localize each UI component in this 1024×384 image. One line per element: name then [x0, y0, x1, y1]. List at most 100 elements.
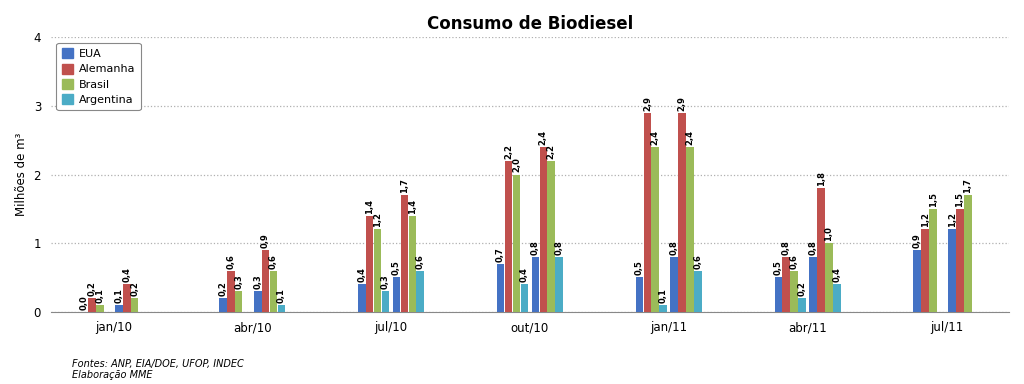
Text: 1,4: 1,4	[366, 199, 374, 214]
Bar	[382, 291, 389, 312]
Text: 2,2: 2,2	[504, 144, 513, 159]
Text: 2,9: 2,9	[678, 96, 687, 111]
Bar	[400, 195, 409, 312]
Text: 0,4: 0,4	[122, 267, 131, 282]
Legend: EUA, Alemanha, Brasil, Argentina: EUA, Alemanha, Brasil, Argentina	[56, 43, 140, 111]
Text: 0,2: 0,2	[218, 281, 227, 296]
Text: 0,3: 0,3	[234, 274, 243, 289]
Bar	[913, 250, 921, 312]
Bar	[922, 229, 929, 312]
Text: 0,6: 0,6	[226, 253, 236, 268]
Bar	[531, 257, 540, 312]
Text: 0,9: 0,9	[261, 233, 270, 248]
Text: 0,6: 0,6	[790, 253, 799, 268]
Text: 0,6: 0,6	[693, 253, 702, 268]
Bar	[651, 147, 659, 312]
Text: 0,6: 0,6	[269, 253, 279, 268]
Text: 0,1: 0,1	[95, 288, 104, 303]
Bar	[234, 291, 243, 312]
Bar	[929, 209, 937, 312]
Text: 2,0: 2,0	[512, 157, 521, 172]
Bar	[513, 174, 520, 312]
Text: 0,0: 0,0	[80, 295, 88, 310]
Bar	[366, 216, 374, 312]
Text: 1,5: 1,5	[955, 192, 965, 207]
Text: 2,2: 2,2	[547, 144, 556, 159]
Text: 0,2: 0,2	[798, 281, 807, 296]
Bar	[643, 113, 651, 312]
Text: 0,7: 0,7	[496, 247, 505, 262]
Text: 0,8: 0,8	[781, 240, 791, 255]
Bar	[964, 195, 972, 312]
Title: Consumo de Biodiesel: Consumo de Biodiesel	[427, 15, 633, 33]
Bar	[269, 271, 278, 312]
Bar	[948, 229, 955, 312]
Bar	[782, 257, 791, 312]
Text: 0,5: 0,5	[774, 260, 782, 275]
Bar	[659, 305, 667, 312]
Bar	[548, 161, 555, 312]
Text: 0,5: 0,5	[635, 260, 644, 275]
Bar	[825, 243, 833, 312]
Text: 2,4: 2,4	[651, 130, 659, 145]
Text: 1,2: 1,2	[947, 212, 956, 227]
Text: 0,1: 0,1	[276, 288, 286, 303]
Bar	[374, 229, 381, 312]
Bar	[817, 188, 825, 312]
Bar	[505, 161, 512, 312]
Bar	[679, 113, 686, 312]
Text: 0,6: 0,6	[416, 253, 425, 268]
Text: 0,4: 0,4	[357, 267, 367, 282]
Text: 1,5: 1,5	[929, 192, 938, 207]
Text: 1,0: 1,0	[824, 226, 834, 241]
Bar	[555, 257, 563, 312]
Bar	[417, 271, 424, 312]
Text: 0,8: 0,8	[555, 240, 563, 255]
Bar	[393, 277, 400, 312]
Text: 2,4: 2,4	[539, 130, 548, 145]
Bar	[219, 298, 226, 312]
Bar	[694, 271, 701, 312]
Bar	[115, 305, 123, 312]
Bar	[262, 250, 269, 312]
Text: 1,7: 1,7	[400, 178, 409, 193]
Bar	[278, 305, 286, 312]
Text: 1,2: 1,2	[373, 212, 382, 227]
Bar	[96, 305, 103, 312]
Text: 1,7: 1,7	[964, 178, 973, 193]
Bar	[799, 298, 806, 312]
Bar	[540, 147, 547, 312]
Bar	[131, 298, 138, 312]
Bar	[809, 257, 817, 312]
Text: 0,3: 0,3	[381, 274, 390, 289]
Text: 1,8: 1,8	[816, 171, 825, 186]
Text: 0,1: 0,1	[658, 288, 668, 303]
Text: 1,4: 1,4	[408, 199, 417, 214]
Text: 0,2: 0,2	[130, 281, 139, 296]
Bar	[88, 298, 95, 312]
Bar	[671, 257, 678, 312]
Text: 0,5: 0,5	[392, 260, 401, 275]
Text: 2,4: 2,4	[686, 130, 694, 145]
Text: 0,4: 0,4	[833, 267, 842, 282]
Bar	[636, 277, 643, 312]
Bar	[254, 291, 261, 312]
Text: 0,1: 0,1	[115, 288, 123, 303]
Bar	[774, 277, 782, 312]
Bar	[123, 284, 131, 312]
Bar	[227, 271, 234, 312]
Text: 0,8: 0,8	[530, 240, 540, 255]
Bar	[686, 147, 694, 312]
Text: 0,3: 0,3	[253, 274, 262, 289]
Text: Fontes: ANP, EIA/DOE, UFOP, INDEC
Elaboração MME: Fontes: ANP, EIA/DOE, UFOP, INDEC Elabor…	[72, 359, 244, 380]
Bar	[520, 284, 528, 312]
Text: 0,9: 0,9	[912, 233, 922, 248]
Bar	[409, 216, 416, 312]
Text: 1,2: 1,2	[921, 212, 930, 227]
Y-axis label: Milhões de m³: Milhões de m³	[15, 133, 28, 216]
Text: 2,9: 2,9	[643, 96, 652, 111]
Bar	[358, 284, 366, 312]
Bar	[497, 264, 505, 312]
Bar	[791, 271, 798, 312]
Bar	[956, 209, 964, 312]
